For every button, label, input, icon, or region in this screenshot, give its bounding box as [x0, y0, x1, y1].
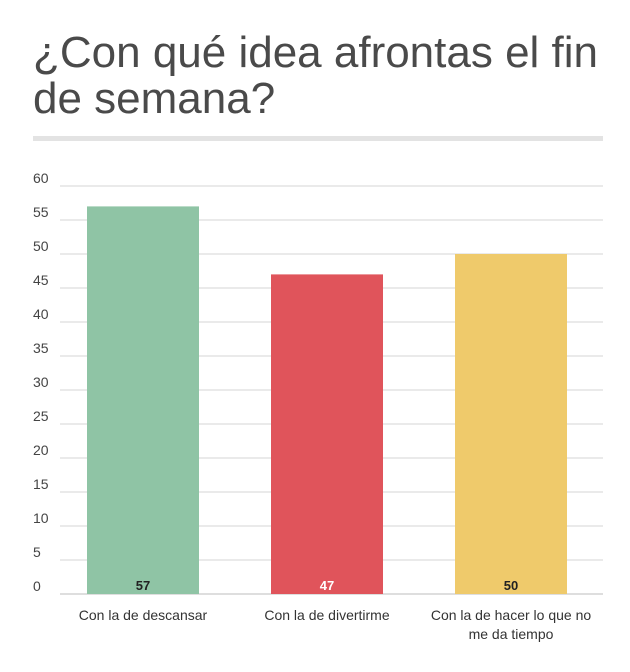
title-divider	[33, 136, 603, 141]
data-label-3: 50	[504, 578, 518, 593]
chart-title: ¿Con qué idea afrontas el fin de semana?	[33, 28, 599, 123]
category-label-3-line-1: Con la de hacer lo que no	[431, 607, 592, 623]
y-tick-label-5: 5	[33, 544, 41, 560]
y-tick-label-40: 40	[33, 306, 49, 322]
y-tick-label-20: 20	[33, 442, 49, 458]
y-tick-label-35: 35	[33, 340, 49, 356]
data-label-1: 57	[136, 578, 150, 593]
y-tick-label-10: 10	[33, 510, 49, 526]
y-tick-label-30: 30	[33, 374, 49, 390]
data-labels: 57 47 50	[136, 578, 518, 593]
y-tick-label-55: 55	[33, 204, 49, 220]
bar-1	[87, 206, 199, 594]
category-label-3-line-2: me da tiempo	[469, 626, 554, 642]
y-tick-label-15: 15	[33, 476, 49, 492]
y-axis-ticks: 0 5 10 15 20 25 30 35 40 45 50 55 60	[33, 170, 49, 594]
data-label-2: 47	[320, 578, 334, 593]
bar-3	[455, 254, 567, 594]
y-tick-label-50: 50	[33, 238, 49, 254]
bars	[87, 206, 567, 594]
category-label-2: Con la de divertirme	[264, 607, 389, 623]
x-axis-categories: Con la de descansar Con la de divertirme C…	[79, 607, 592, 642]
y-tick-label-25: 25	[33, 408, 49, 424]
category-label-1: Con la de descansar	[79, 607, 208, 623]
bar-2	[271, 274, 383, 594]
y-tick-label-60: 60	[33, 170, 49, 186]
y-tick-label-45: 45	[33, 272, 49, 288]
y-tick-label-0: 0	[33, 578, 41, 594]
